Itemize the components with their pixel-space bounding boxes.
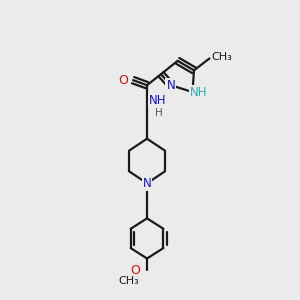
Text: O: O [130,264,140,277]
Text: N: N [167,79,175,92]
Text: CH₃: CH₃ [212,52,232,62]
Text: NH: NH [148,94,166,107]
Text: N: N [143,177,152,190]
Text: NH: NH [190,85,208,98]
Text: H: H [155,108,163,118]
Text: CH₃: CH₃ [119,276,140,286]
Text: O: O [118,74,128,87]
